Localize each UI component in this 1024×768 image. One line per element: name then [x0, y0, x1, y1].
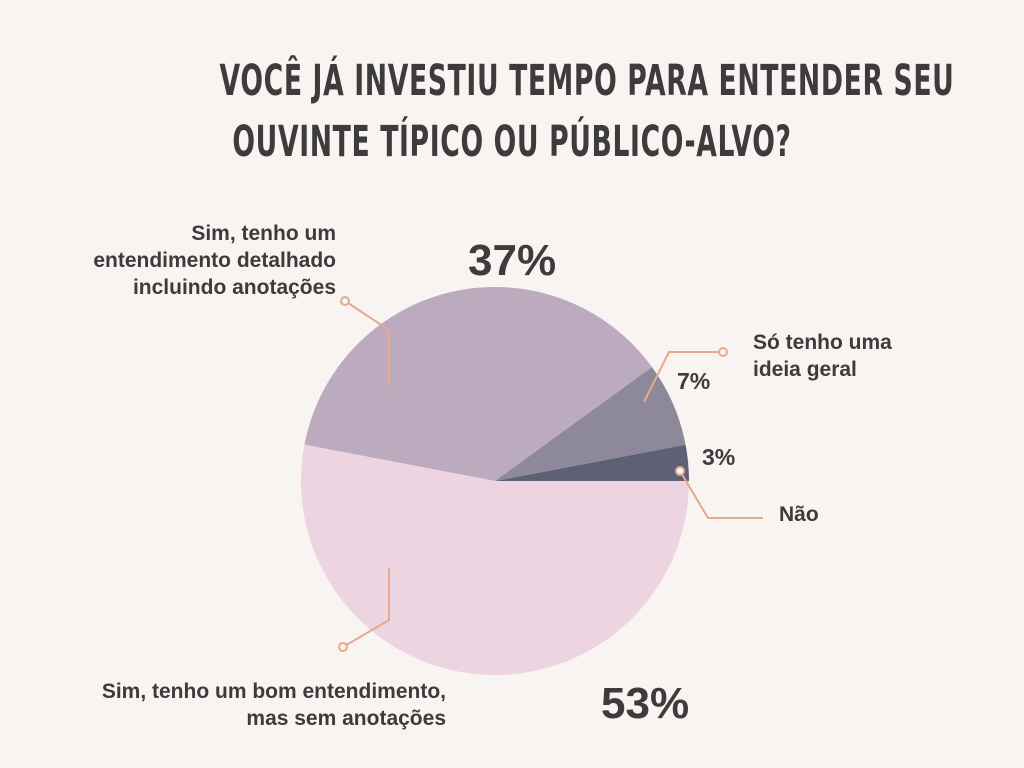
pie-slices: [301, 287, 689, 676]
leader-dot-nao: [675, 466, 685, 476]
slice-label-nao: Não: [779, 503, 819, 526]
chart-title-line-2: OUVINTE TÍPICO OU PÚBLICO-ALVO?: [232, 117, 792, 167]
leader-dot-so-ideia: [718, 347, 728, 357]
pie-slice-bom: [301, 444, 689, 676]
percent-label-bom: 53%: [601, 679, 690, 728]
pie-slice-nao: [495, 444, 689, 481]
slice-label-so-ideia: Só tenho uma ideia geral: [753, 331, 892, 381]
leader-line-detalhado: [344, 300, 390, 388]
percent-label-nao: 3%: [702, 444, 736, 470]
slice-label-bom: Sim, tenho um bom entendimento, mas sem …: [101, 680, 446, 730]
chart-title-line-1: VOCÊ JÁ INVESTIU TEMPO PARA ENTENDER SEU: [219, 56, 955, 106]
slice-label-detalhado: Sim, tenho um entendimento detalhado inc…: [93, 222, 336, 299]
leader-line-so-ideia: [643, 351, 723, 403]
leader-line-nao: [679, 470, 763, 519]
leader-dot-detalhado: [340, 296, 350, 306]
percent-label-so-ideia: 7%: [677, 368, 711, 394]
pie-slice-so-ideia: [495, 366, 686, 481]
pie-slice-detalhado: [304, 287, 652, 481]
percent-label-detalhado: 37%: [468, 236, 557, 285]
leader-lines: [338, 296, 763, 652]
leader-line-bom: [342, 568, 390, 648]
leader-dot-bom: [338, 642, 348, 652]
